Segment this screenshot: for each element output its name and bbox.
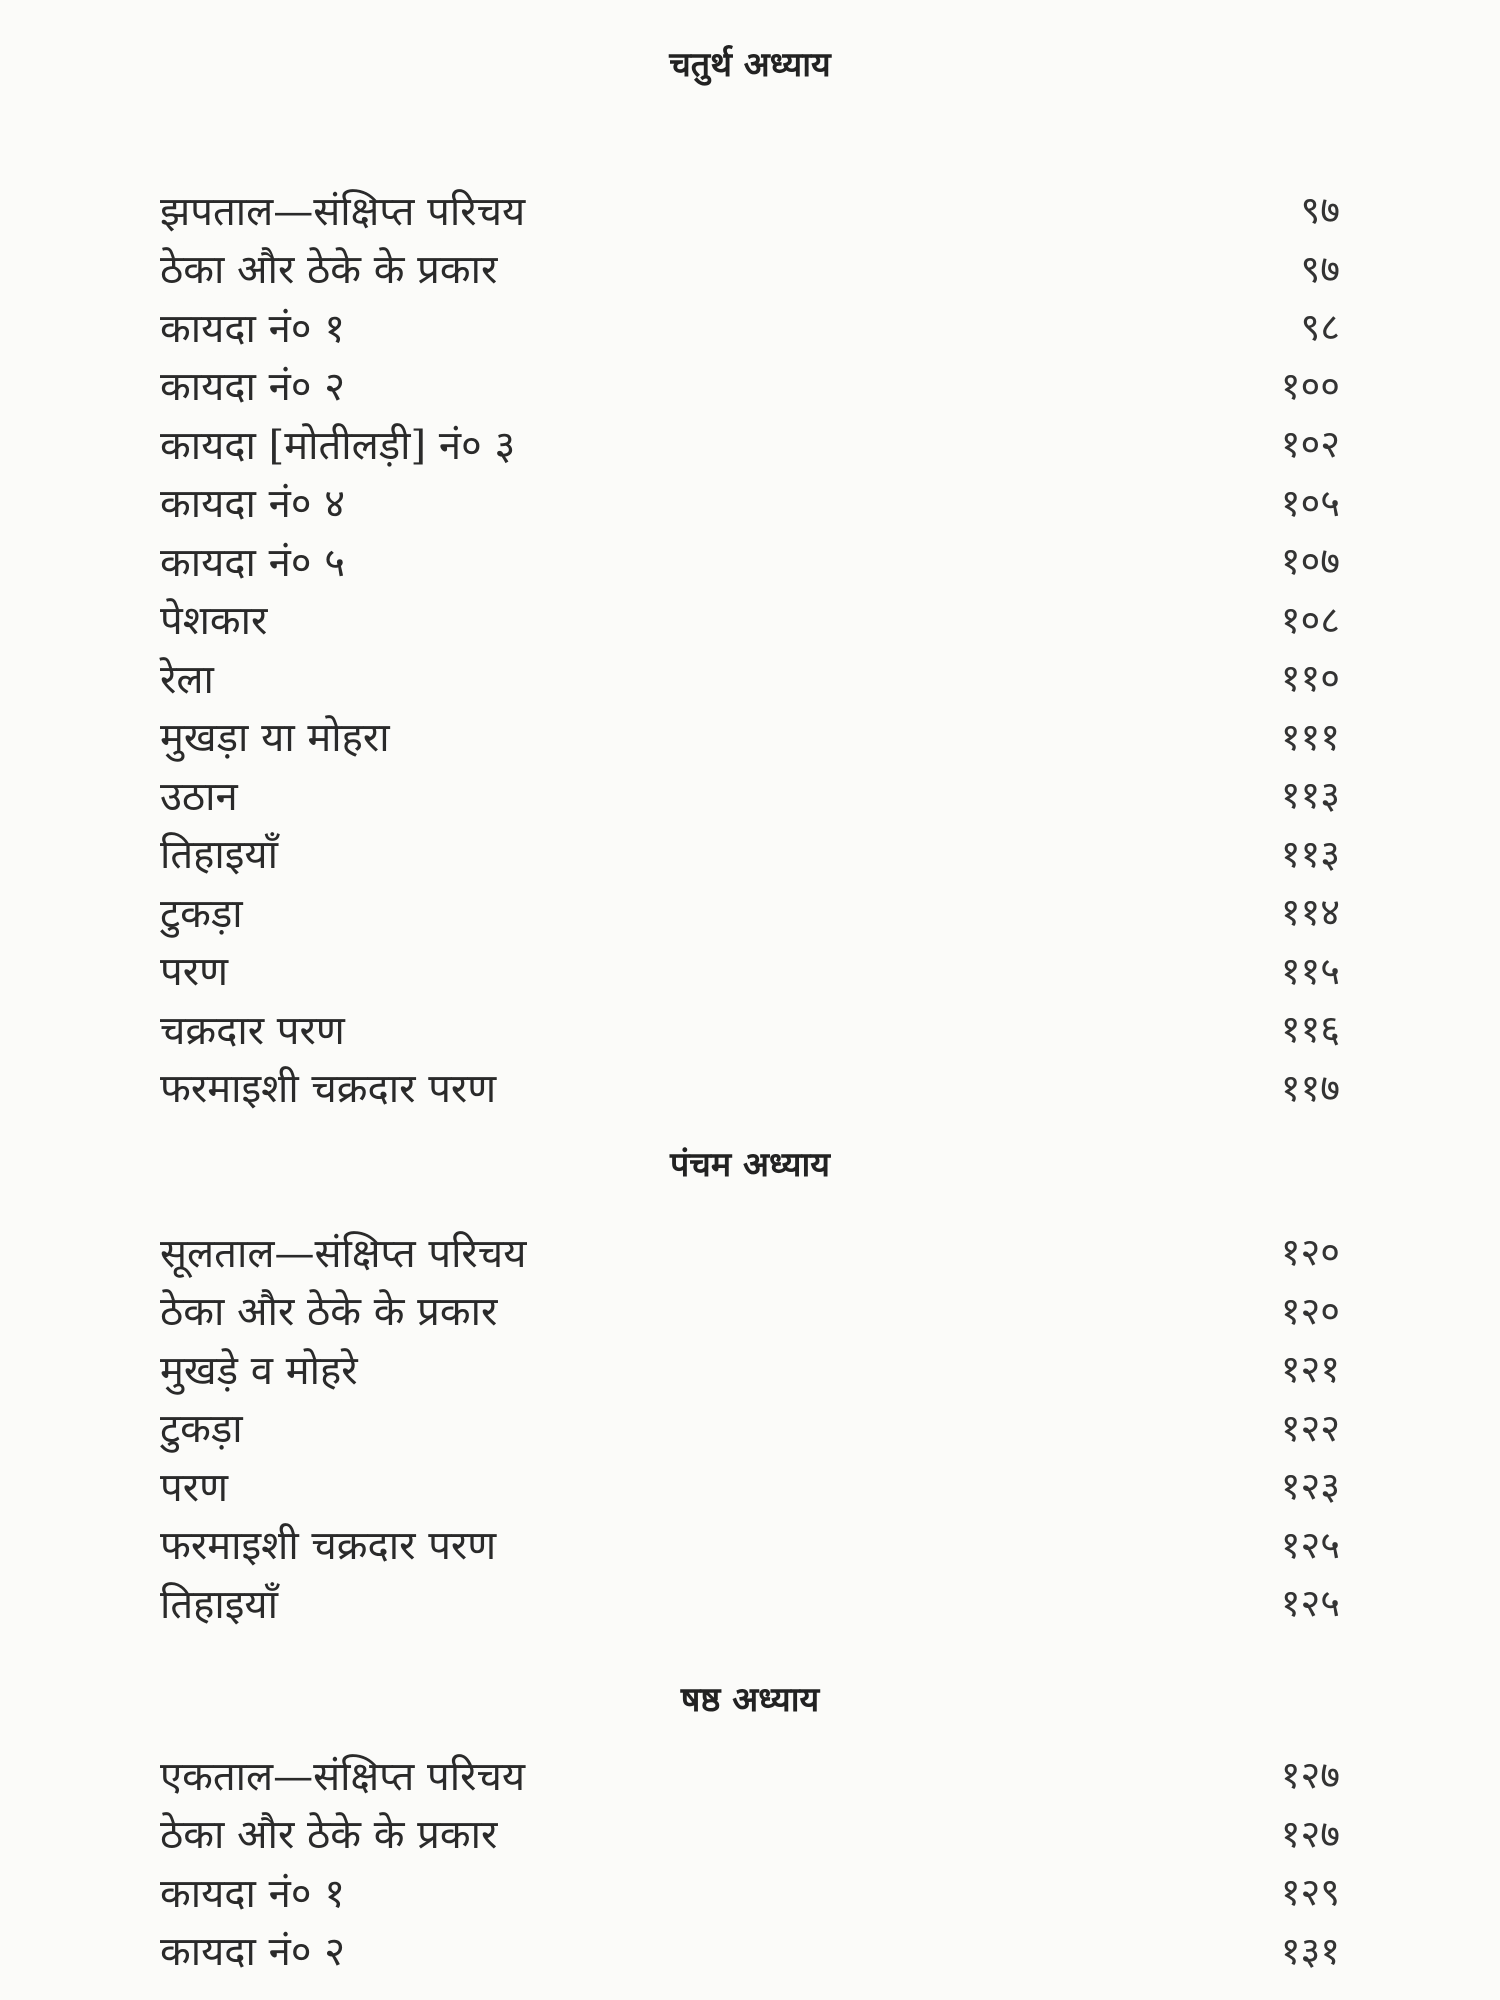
entry-title: झपताल—संक्षिप्त परिचय <box>160 188 526 235</box>
toc-entry: कायदा नं० ५ १०७ <box>160 531 1340 590</box>
toc-entry: कायदा नं० २ १०० <box>160 356 1340 415</box>
page-number: १२७ <box>1280 1811 1340 1856</box>
entry-title: एकताल—संक्षिप्त परिचय <box>160 1753 526 1800</box>
toc-entry: ठेका और ठेके के प्रकार ९७ <box>160 239 1340 298</box>
page-number: १२५ <box>1280 1522 1340 1567</box>
toc-entry: पेशकार १०८ <box>160 590 1340 649</box>
entry-title: परण <box>160 1464 228 1511</box>
toc-section: झपताल—संक्षिप्त परिचय ९७ ठेका और ठेके के प… <box>160 180 1340 1116</box>
toc-entry: परण ११५ <box>160 941 1340 1000</box>
entry-title: रेला <box>160 656 214 703</box>
toc-entry: परण १२३ <box>160 1456 1340 1515</box>
entry-title: कायदा नं० १ <box>160 1870 346 1917</box>
toc-entry: टुकड़ा १२२ <box>160 1398 1340 1457</box>
entry-title: परण <box>160 949 228 996</box>
entry-title: कायदा नं० २ <box>160 364 346 411</box>
toc-entry: सूलताल—संक्षिप्त परिचय १२० <box>160 1222 1340 1281</box>
page-number: ११३ <box>1280 773 1340 818</box>
page-number: १२५ <box>1280 1581 1340 1626</box>
toc-entry: मुखड़ा या मोहरा १११ <box>160 707 1340 766</box>
entry-title: पेशकार <box>160 598 268 645</box>
toc-entry: उठान ११३ <box>160 765 1340 824</box>
chapter-heading: पंचम अध्याय <box>669 1145 831 1185</box>
entry-title: ठेका और ठेके के प्रकार <box>160 1812 498 1859</box>
toc-entry: कायदा [मोतीलड़ी] नं० ३ १०२ <box>160 414 1340 473</box>
toc-entry: चक्रदार परण ११६ <box>160 999 1340 1058</box>
toc-entry: फरमाइशी चक्रदार परण ११७ <box>160 1058 1340 1117</box>
entry-title: तिहाइयाँ <box>160 1581 278 1628</box>
toc-entry: फरमाइशी चक्रदार परण १२५ <box>160 1515 1340 1574</box>
entry-title: कायदा [मोतीलड़ी] नं० ३ <box>160 422 516 469</box>
page-number: ९७ <box>1300 246 1340 291</box>
page-number: १०२ <box>1280 422 1340 467</box>
page-number: ११३ <box>1280 831 1340 876</box>
page-number: ९८ <box>1300 305 1340 350</box>
entry-title: कायदा नं० ४ <box>160 481 346 528</box>
toc-entry: कायदा नं० २ १३१ <box>160 1921 1340 1980</box>
page-number: १०७ <box>1280 539 1340 584</box>
page-number: ११५ <box>1280 948 1340 993</box>
entry-title: कायदा नं० २ <box>160 1929 346 1976</box>
entry-title: मुखड़ा या मोहरा <box>160 715 390 762</box>
page-number: १२७ <box>1280 1753 1340 1798</box>
page-number: ११७ <box>1280 1065 1340 1110</box>
page-number: ११४ <box>1280 890 1340 935</box>
page-number: १०८ <box>1280 597 1340 642</box>
page-number: ११६ <box>1280 1007 1340 1052</box>
page-number: १३१ <box>1280 1928 1340 1973</box>
page-number: ११० <box>1280 656 1340 701</box>
toc-entry: रेला ११० <box>160 648 1340 707</box>
entry-title: कायदा नं० १ <box>160 305 346 352</box>
page-number: १०० <box>1280 363 1340 408</box>
entry-title: चक्रदार परण <box>160 1007 345 1054</box>
entry-title: कायदा नं० ५ <box>160 539 346 586</box>
toc-section: एकताल—संक्षिप्त परिचय १२७ ठेका और ठेके के … <box>160 1745 1340 1979</box>
toc-section: सूलताल—संक्षिप्त परिचय १२० ठेका और ठेके के… <box>160 1222 1340 1632</box>
toc-entry: तिहाइयाँ ११३ <box>160 824 1340 883</box>
toc-entry: झपताल—संक्षिप्त परिचय ९७ <box>160 180 1340 239</box>
entry-title: ठेका और ठेके के प्रकार <box>160 247 498 294</box>
toc-entry: ठेका और ठेके के प्रकार १२७ <box>160 1804 1340 1863</box>
toc-entry: एकताल—संक्षिप्त परिचय १२७ <box>160 1745 1340 1804</box>
page-number: १२१ <box>1280 1347 1340 1392</box>
toc-entry: कायदा नं० १ १२९ <box>160 1862 1340 1921</box>
entry-title: टुकड़ा <box>160 1406 243 1453</box>
page-number: १०५ <box>1280 480 1340 525</box>
entry-title: मुखड़े व मोहरे <box>160 1347 358 1394</box>
toc-entry: तिहाइयाँ १२५ <box>160 1573 1340 1632</box>
page-number: १२० <box>1280 1230 1340 1275</box>
toc-entry: कायदा नं० १ ९८ <box>160 297 1340 356</box>
toc-entry: ठेका और ठेके के प्रकार १२० <box>160 1281 1340 1340</box>
entry-title: फरमाइशी चक्रदार परण <box>160 1523 497 1570</box>
page-number: ९७ <box>1300 188 1340 233</box>
entry-title: फरमाइशी चक्रदार परण <box>160 1066 497 1113</box>
page-number: १२३ <box>1280 1464 1340 1509</box>
page-number: १२९ <box>1280 1870 1340 1915</box>
toc-entry: टुकड़ा ११४ <box>160 882 1340 941</box>
page-number: १२० <box>1280 1288 1340 1333</box>
entry-title: ठेका और ठेके के प्रकार <box>160 1289 498 1336</box>
toc-entry: मुखड़े व मोहरे १२१ <box>160 1339 1340 1398</box>
page-number: १११ <box>1280 714 1340 759</box>
chapter-heading: चतुर्थ अध्याय <box>669 45 831 85</box>
entry-title: टुकड़ा <box>160 890 243 937</box>
entry-title: उठान <box>160 773 238 820</box>
toc-entry: कायदा नं० ४ १०५ <box>160 473 1340 532</box>
entry-title: सूलताल—संक्षिप्त परिचय <box>160 1230 527 1277</box>
chapter-heading: षष्ठ अध्याय <box>680 1680 820 1720</box>
entry-title: तिहाइयाँ <box>160 832 278 879</box>
page-number: १२२ <box>1280 1405 1340 1450</box>
